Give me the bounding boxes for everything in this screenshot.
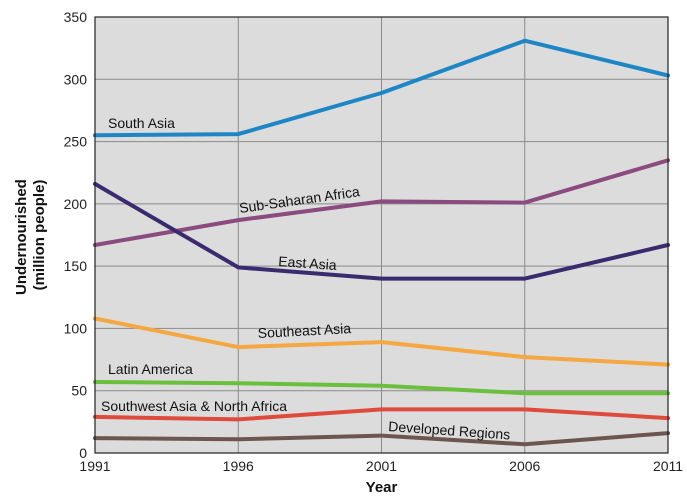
plot-frame xyxy=(94,16,669,454)
series-line-south-asia xyxy=(93,38,670,138)
series-label-southeast-asia: Southeast Asia xyxy=(257,320,351,341)
y-tick-label: 350 xyxy=(64,9,88,25)
x-tick-label: 2011 xyxy=(653,458,683,474)
y-tick-label: 50 xyxy=(71,383,87,399)
series-line-sub-saharan-africa xyxy=(93,158,670,247)
series-label-south-asia: South Asia xyxy=(108,115,175,131)
series-line-southeast-asia xyxy=(93,316,670,367)
y-tick-label: 300 xyxy=(64,71,88,87)
y-tick-label: 200 xyxy=(64,196,88,212)
series-line-latin-america xyxy=(93,380,670,396)
y-axis-title-line-1: Undernourished xyxy=(13,179,30,295)
x-tick-label: 2006 xyxy=(509,458,540,474)
x-tick-label: 2001 xyxy=(366,458,397,474)
x-tick-label: 1991 xyxy=(79,458,110,474)
series-line-developed-regions xyxy=(93,431,670,447)
series-label-southwest-asia-north-africa: Southwest Asia & North Africa xyxy=(101,398,287,414)
series-label-east-asia: East Asia xyxy=(278,253,338,273)
x-tick-label: 1996 xyxy=(223,458,254,474)
series-label-latin-america: Latin America xyxy=(108,361,193,377)
y-axis-title-line-2: (million people) xyxy=(31,180,48,291)
x-axis-title: Year xyxy=(366,479,398,496)
y-axis-title: Undernourished (million people) xyxy=(13,175,48,295)
x-axis-ticks: 1991 1996 2001 2006 2011 xyxy=(79,458,683,474)
y-axis-ticks: 0 50 100 150 200 250 300 350 xyxy=(64,9,88,461)
y-tick-label: 100 xyxy=(64,320,88,336)
y-tick-label: 150 xyxy=(64,258,88,274)
y-tick-label: 0 xyxy=(79,445,87,461)
series-lines xyxy=(93,38,670,447)
y-tick-label: 250 xyxy=(64,134,88,150)
